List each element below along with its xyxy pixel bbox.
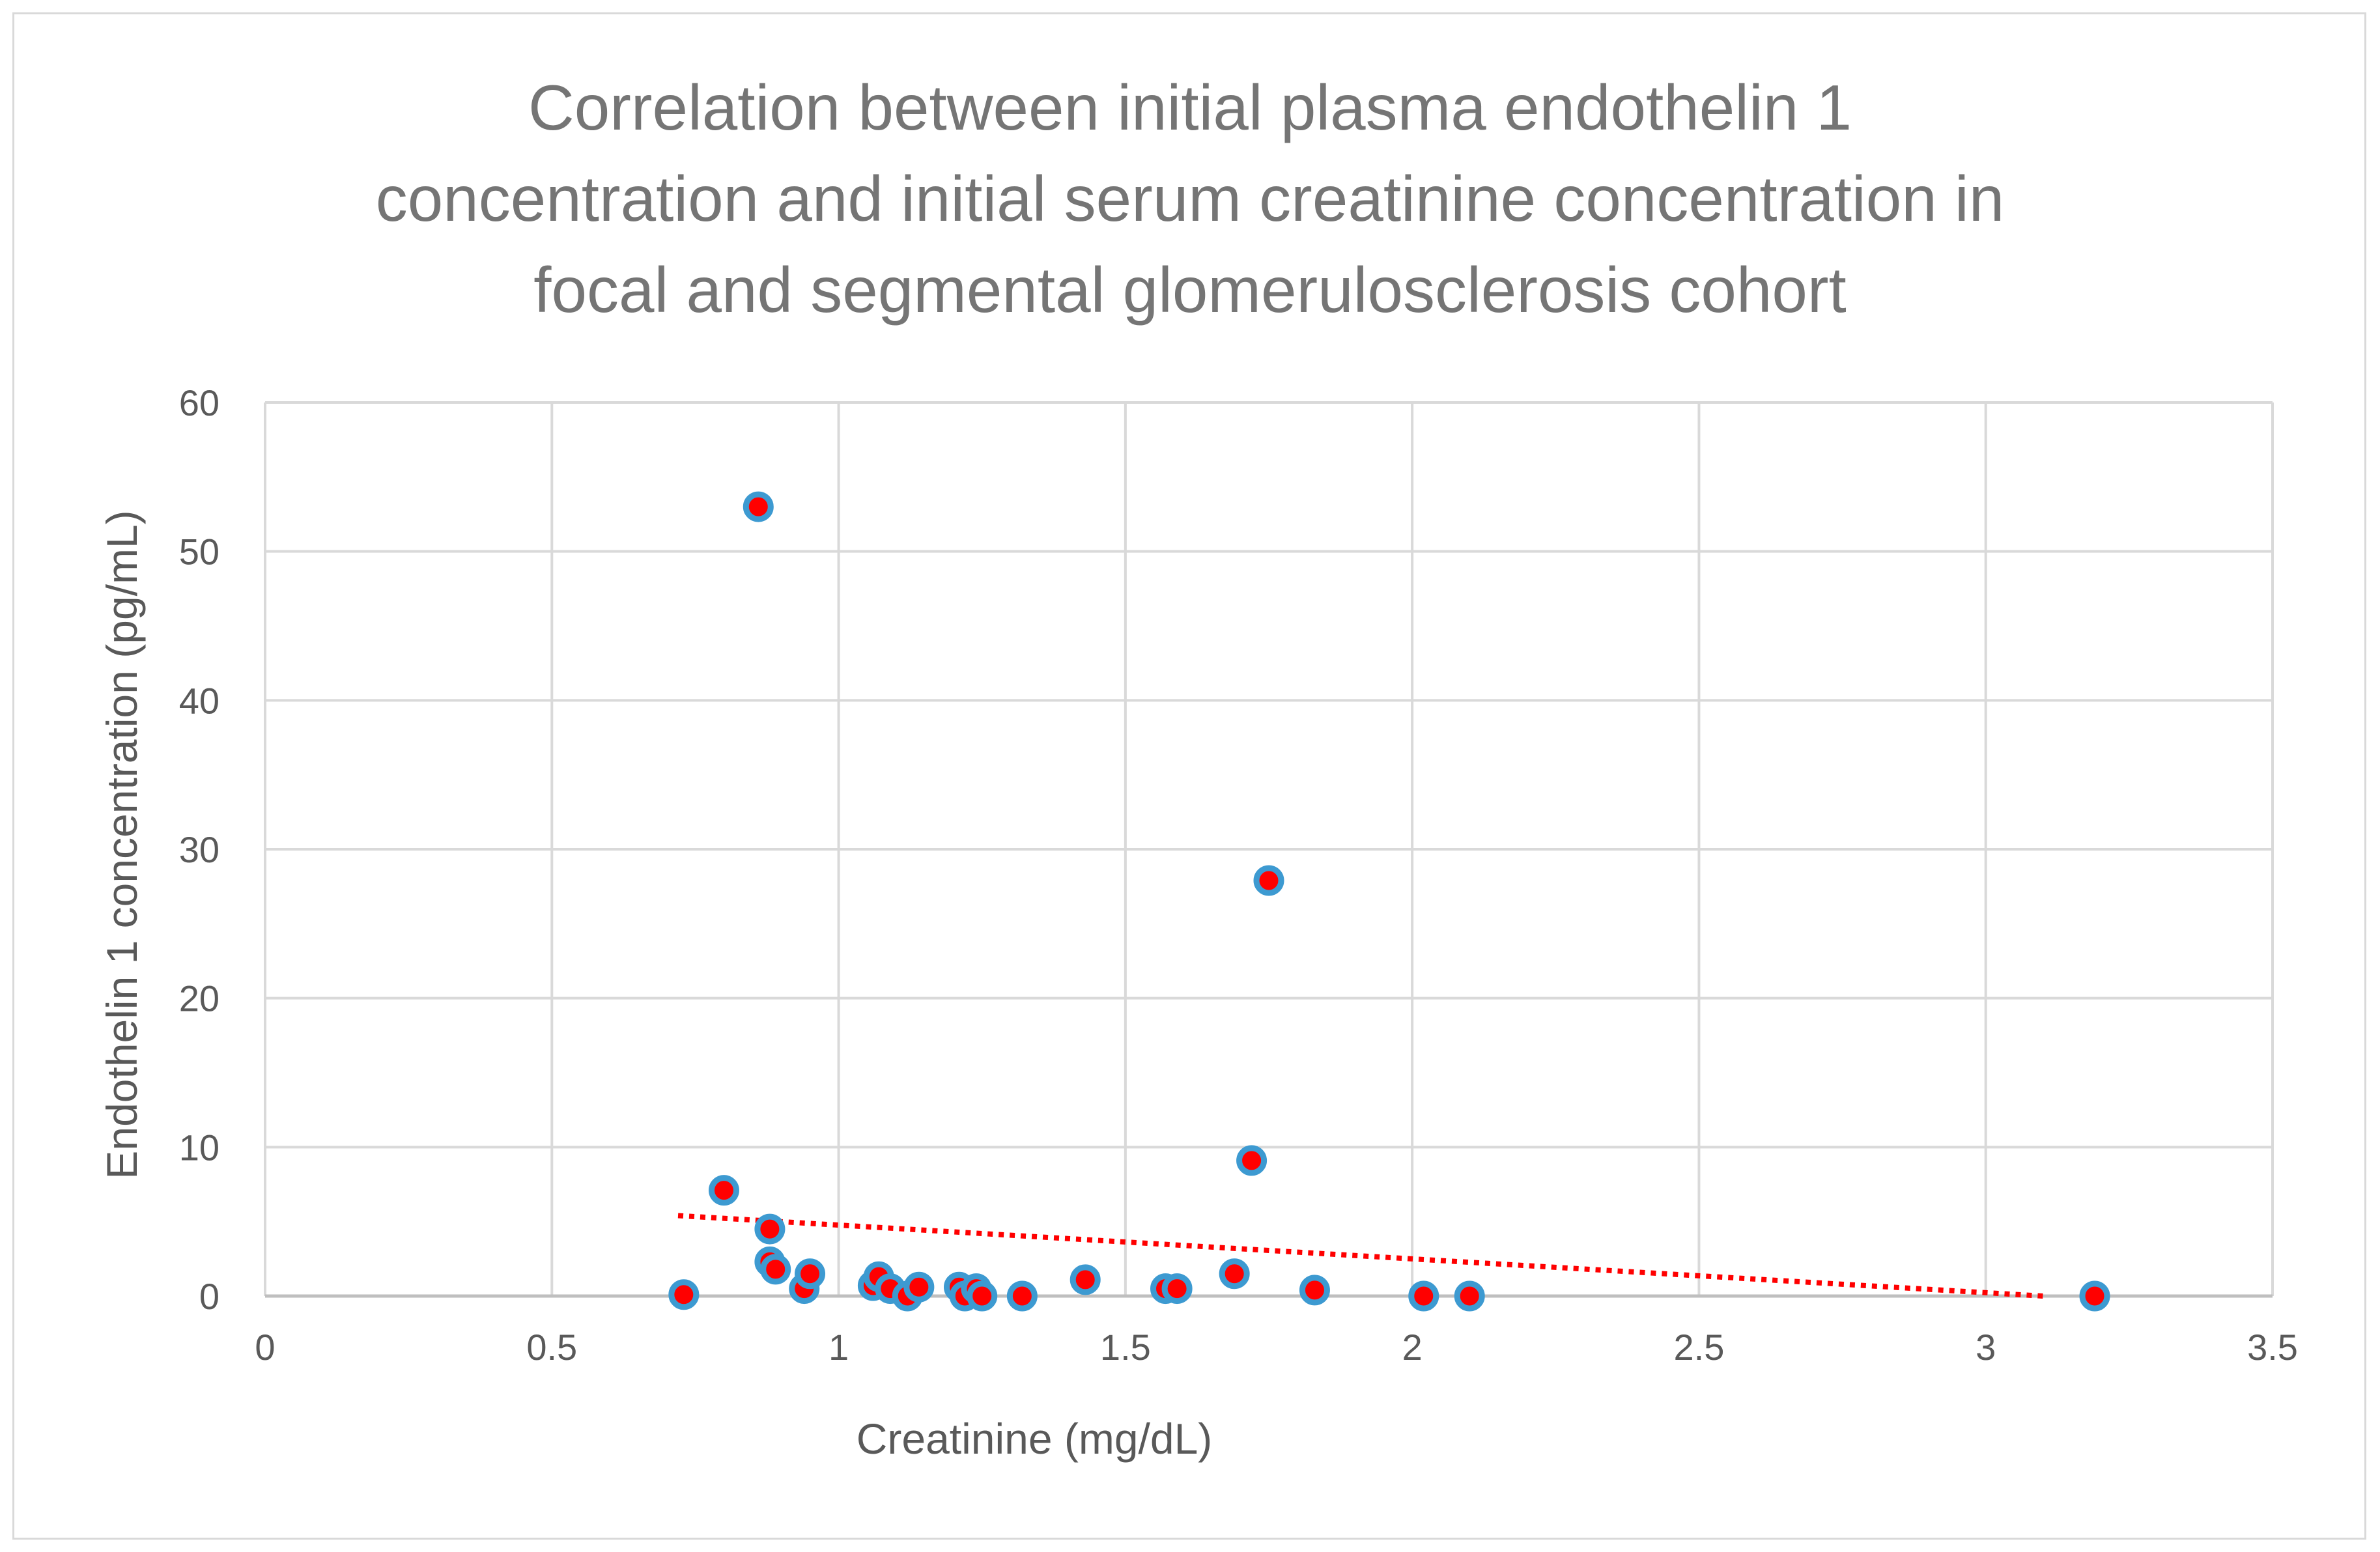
x-tick-label: 2.5: [1673, 1327, 1724, 1368]
data-point: [668, 1279, 700, 1310]
y-tick-label: 0: [199, 1276, 220, 1317]
data-point: [1454, 1280, 1485, 1312]
grid-lines: [265, 401, 2274, 1296]
x-tick-label: 2: [1402, 1327, 1423, 1368]
chart-title-line-1: Correlation between initial plasma endot…: [528, 72, 1852, 143]
chart-title: Correlation between initial plasma endot…: [148, 62, 2232, 335]
data-point: [1236, 1145, 1268, 1176]
chart-title-line-3: focal and segmental glomerulosclerosis c…: [533, 254, 1847, 326]
data-point: [754, 1213, 786, 1245]
y-tick-label: 60: [179, 382, 220, 423]
data-point: [1161, 1273, 1193, 1305]
data-point: [708, 1175, 739, 1206]
x-tick-label: 0: [255, 1327, 275, 1368]
y-tick-label: 20: [179, 978, 220, 1019]
data-point: [795, 1258, 826, 1290]
y-tick-label: 50: [179, 531, 220, 572]
tick-labels: 0 0.5 1 1.5 2 2.5 3 3.5 0 10 20 30 40 50 60: [179, 382, 2298, 1368]
y-tick-label: 30: [179, 829, 220, 870]
y-tick-label: 40: [179, 680, 220, 721]
data-point: [760, 1254, 791, 1285]
chart-title-line-2: concentration and initial serum creatini…: [375, 163, 2005, 234]
x-tick-label: 0.5: [526, 1327, 577, 1368]
axes: [264, 402, 2273, 1298]
x-tick-label: 3: [1976, 1327, 1996, 1368]
data-point: [1006, 1280, 1038, 1312]
data-point: [743, 491, 774, 522]
data-point: [967, 1280, 998, 1312]
data-point: [2079, 1280, 2110, 1312]
data-point: [1299, 1275, 1330, 1306]
y-tick-label: 10: [179, 1127, 220, 1168]
data-point: [1219, 1258, 1250, 1290]
x-tick-label: 1: [829, 1327, 849, 1368]
data-point: [1070, 1264, 1101, 1295]
x-axis-title: Creatinine (mg/dL): [857, 1415, 1213, 1463]
y-axis-title: Endothelin 1 concentration (pg/mL): [98, 510, 146, 1179]
x-tick-label: 3.5: [2247, 1327, 2298, 1368]
x-tick-label: 1.5: [1100, 1327, 1151, 1368]
data-point: [903, 1271, 935, 1303]
data-point: [1408, 1280, 1439, 1312]
data-points: [668, 491, 2110, 1312]
data-point: [1253, 865, 1284, 896]
